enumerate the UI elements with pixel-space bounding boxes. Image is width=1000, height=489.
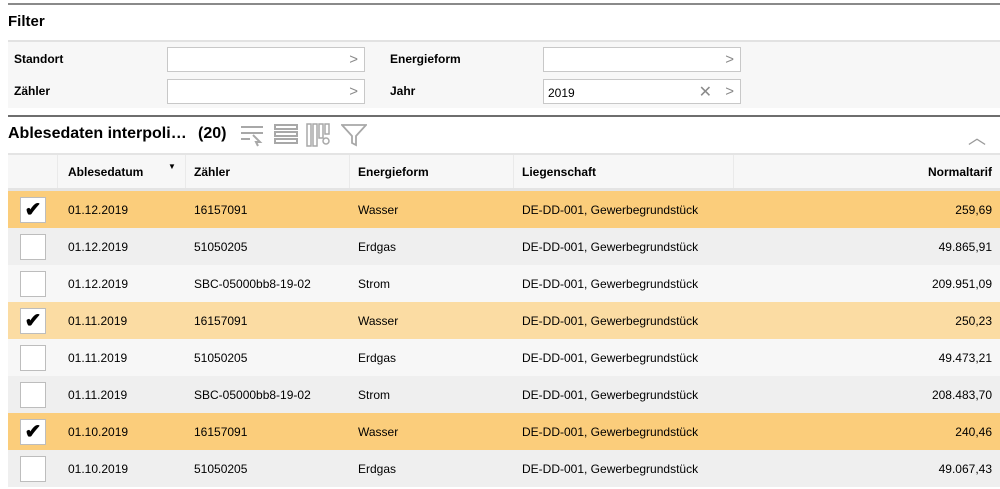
table-cell: 01.11.2019 <box>68 387 128 402</box>
table-cell: 49.473,21 <box>938 350 992 365</box>
row-checkbox[interactable] <box>20 344 46 371</box>
standort-input[interactable]: > <box>167 47 365 72</box>
zaehler-label: Zähler <box>14 84 51 98</box>
table-row[interactable]: ✔ 01.12.2019 16157091 Wasser DE-DD-001, Gewe… <box>8 191 1000 228</box>
table-cell: 250,23 <box>955 313 992 328</box>
jahr-value: 2019 <box>548 86 575 100</box>
filter-title: Filter <box>8 13 45 30</box>
table-cell: DE-DD-001, Gewerbegrundstück <box>522 424 699 439</box>
jahr-input[interactable]: 2019 ✕ > <box>543 79 741 104</box>
table-cell: 16157091 <box>194 424 248 439</box>
table-cell: Erdgas <box>358 239 397 254</box>
table-cell: 01.12.2019 <box>68 202 129 217</box>
data-table: Ablesedatum Zähler Energieform Liegensch… <box>8 153 1000 487</box>
energieform-label: Energieform <box>390 52 461 66</box>
table-row[interactable]: 01.11.2019 51050205 Erdgas DE-DD-001, Gewer… <box>8 339 1000 376</box>
table-cell: 01.10.2019 <box>68 424 129 439</box>
sort-desc-icon[interactable]: ▼ <box>168 162 176 171</box>
table-row[interactable]: ✔ 01.11.2019 16157091 Wasser DE-DD-001, Gewe… <box>8 302 1000 339</box>
row-select-cell[interactable]: ✔ <box>8 413 58 450</box>
table-row[interactable]: ✔ 01.10.2019 16157091 Wasser DE-DD-001, Gewe… <box>8 413 1000 450</box>
chevron-right-icon[interactable]: > <box>349 83 358 100</box>
table-cell: 01.12.2019 <box>68 276 129 291</box>
top-divider <box>8 3 1000 5</box>
table-cell: 01.11.2019 <box>68 313 128 328</box>
row-checkbox[interactable] <box>20 233 46 260</box>
filter-panel: Standort > Zähler > Energieform > Jahr 2… <box>8 40 1000 108</box>
table-row[interactable]: 01.12.2019 51050205 Erdgas DE-DD-001, Gewer… <box>8 228 1000 265</box>
column-header[interactable]: Normaltarif <box>927 164 992 179</box>
table-cell: Erdgas <box>358 461 397 476</box>
row-select-cell[interactable] <box>8 376 58 413</box>
table-cell: 01.10.2019 <box>68 461 129 476</box>
table-cell: Strom <box>358 276 391 291</box>
table-cell: Strom <box>358 387 391 402</box>
column-settings-icon[interactable] <box>306 123 332 147</box>
table-cell: 259,69 <box>955 202 992 217</box>
table-cell: SBC-05000bb8-19-02 <box>194 276 311 291</box>
chevron-right-icon[interactable]: > <box>349 51 358 68</box>
row-checkbox[interactable] <box>20 270 46 297</box>
select-column-header[interactable] <box>8 155 58 188</box>
table-cell: Wasser <box>358 202 399 217</box>
section-title: Ablesedaten interpoli… <box>8 125 187 142</box>
table-header: Ablesedatum Zähler Energieform Liegensch… <box>8 153 1000 191</box>
row-select-cell[interactable] <box>8 228 58 265</box>
table-cell: DE-DD-001, Gewerbegrundstück <box>522 276 699 291</box>
row-select-cell[interactable] <box>8 339 58 376</box>
table-cell: DE-DD-001, Gewerbegrundstück <box>522 202 699 217</box>
table-cell: Erdgas <box>358 350 397 365</box>
energieform-input[interactable]: > <box>543 47 741 72</box>
column-header[interactable]: Energieform <box>350 155 514 188</box>
table-cell: 51050205 <box>194 350 248 365</box>
list-view-icon[interactable] <box>274 123 298 147</box>
collapse-icon[interactable]: ︿ <box>968 128 986 148</box>
table-cell: DE-DD-001, Gewerbegrundstück <box>522 239 699 254</box>
row-select-cell[interactable]: ✔ <box>8 191 58 228</box>
filter-icon[interactable] <box>341 123 367 147</box>
chevron-right-icon[interactable]: > <box>725 51 734 68</box>
row-checkbox[interactable]: ✔ <box>20 307 46 334</box>
standort-label: Standort <box>14 52 64 66</box>
table-cell: 16157091 <box>194 313 248 328</box>
table-cell: 01.12.2019 <box>68 239 129 254</box>
table-cell: DE-DD-001, Gewerbegrundstück <box>522 461 699 476</box>
table-cell: 16157091 <box>194 202 248 217</box>
table-cell: 240,46 <box>955 424 992 439</box>
row-checkbox[interactable] <box>20 455 46 482</box>
column-header[interactable]: Ablesedatum <box>58 155 186 188</box>
table-cell: DE-DD-001, Gewerbegrundstück <box>522 350 699 365</box>
zaehler-input[interactable]: > <box>167 79 365 104</box>
row-checkbox[interactable]: ✔ <box>20 196 46 223</box>
column-header[interactable]: Liegenschaft <box>514 155 734 188</box>
row-select-cell[interactable]: ✔ <box>8 302 58 339</box>
table-cell: DE-DD-001, Gewerbegrundstück <box>522 387 699 402</box>
clear-icon[interactable]: ✕ <box>698 84 712 101</box>
record-count: (20) <box>198 125 227 142</box>
table-cell: 209.951,09 <box>931 276 992 291</box>
table-cell: 51050205 <box>194 239 248 254</box>
column-header[interactable]: Zähler <box>186 155 350 188</box>
chevron-right-icon[interactable]: > <box>725 83 734 100</box>
table-cell: Wasser <box>358 424 399 439</box>
table-cell: 01.11.2019 <box>68 350 128 365</box>
select-rows-icon[interactable] <box>240 123 264 147</box>
table-cell: 49.865,91 <box>938 239 992 254</box>
table-row[interactable]: 01.10.2019 51050205 Erdgas DE-DD-001, Gewer… <box>8 450 1000 487</box>
table-cell: 51050205 <box>194 461 248 476</box>
table-cell: Wasser <box>358 313 399 328</box>
row-select-cell[interactable] <box>8 265 58 302</box>
section-divider <box>8 115 1000 117</box>
row-checkbox[interactable]: ✔ <box>20 418 46 445</box>
table-row[interactable]: 01.11.2019 SBC-05000bb8-19-02 Strom DE-DD-0… <box>8 376 1000 413</box>
row-checkbox[interactable] <box>20 381 46 408</box>
table-row[interactable]: 01.12.2019 SBC-05000bb8-19-02 Strom DE-DD-0… <box>8 265 1000 302</box>
jahr-label: Jahr <box>390 84 416 98</box>
table-cell: 49.067,43 <box>938 461 992 476</box>
table-cell: SBC-05000bb8-19-02 <box>194 387 311 402</box>
table-cell: 208.483,70 <box>931 387 992 402</box>
row-select-cell[interactable] <box>8 450 58 487</box>
table-cell: DE-DD-001, Gewerbegrundstück <box>522 313 699 328</box>
